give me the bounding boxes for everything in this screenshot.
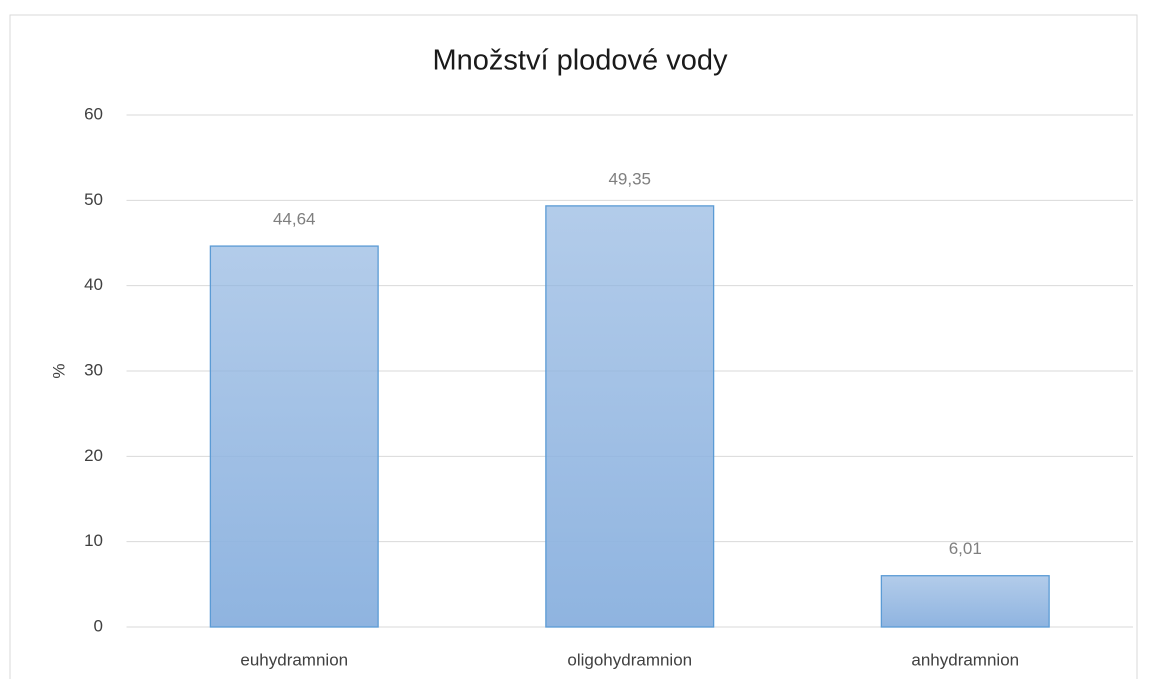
x-tick-label: euhydramnion: [240, 650, 348, 669]
bar: [880, 575, 1050, 628]
data-label: 49,35: [608, 169, 651, 188]
bar: [545, 205, 715, 628]
y-tick-label: 20: [84, 446, 103, 465]
y-tick-label: 10: [84, 531, 103, 550]
data-label: 6,01: [949, 539, 982, 558]
y-tick-label: 60: [84, 104, 103, 123]
x-tick-label: anhydramnion: [911, 650, 1019, 669]
y-axis-label: %: [49, 363, 68, 378]
y-tick-label: 50: [84, 190, 103, 209]
chart-title: Množství plodové vody: [433, 45, 728, 77]
y-tick-label: 30: [84, 360, 103, 379]
x-tick-label: oligohydramnion: [567, 650, 692, 669]
y-tick-label: 0: [94, 616, 103, 635]
data-label: 44,64: [273, 210, 316, 229]
bar: [209, 245, 379, 628]
y-tick-label: 40: [84, 275, 103, 294]
